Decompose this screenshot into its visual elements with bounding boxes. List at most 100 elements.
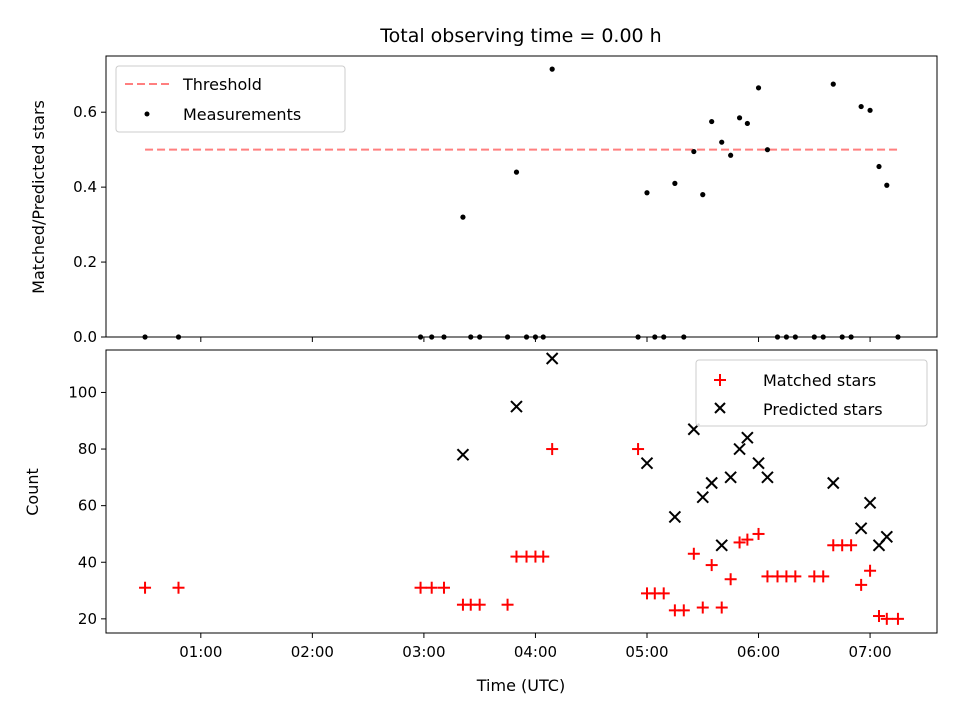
- measurement-point: [895, 334, 901, 340]
- legend-matched-swatch: [714, 374, 726, 386]
- matched-point: [172, 581, 185, 594]
- measurement-point: [884, 182, 890, 188]
- measurement-point: [468, 334, 474, 340]
- predicted-point: [724, 471, 737, 484]
- measurement-point: [652, 334, 658, 340]
- ratio-y-axis-label: Matched/Predicted stars: [29, 100, 48, 294]
- predicted-point: [761, 471, 774, 484]
- count-y-tick-label: 60: [78, 497, 97, 515]
- ratio-legend: Threshold Measurements: [115, 65, 346, 133]
- matched-point: [437, 581, 450, 594]
- measurement-point: [774, 334, 781, 340]
- measurement-point: [744, 120, 750, 127]
- measurement-point: [635, 334, 641, 340]
- matched-point: [677, 604, 690, 617]
- count-y-tick-label: 40: [78, 553, 97, 571]
- matched-point: [891, 612, 904, 625]
- matched-point: [752, 527, 765, 540]
- measurement-point: [681, 334, 687, 340]
- matched-point: [715, 601, 728, 614]
- predicted-point: [510, 400, 523, 413]
- predicted-point: [863, 496, 877, 510]
- measurement-point: [719, 139, 725, 145]
- legend-threshold-label: Threshold: [182, 75, 262, 94]
- matched-point: [425, 581, 438, 594]
- time-x-tick-label: 05:00: [625, 643, 668, 661]
- measurement-point: [513, 169, 520, 175]
- measurement-point: [876, 163, 882, 170]
- measurement-point: [644, 190, 650, 196]
- measurement-point: [417, 334, 424, 340]
- predicted-point: [880, 530, 894, 543]
- matched-point: [537, 550, 550, 563]
- measurement-point: [728, 152, 734, 158]
- time-x-tick-label: 07:00: [848, 643, 891, 661]
- matched-point: [741, 533, 754, 546]
- ratio-y-tick-label: 0.2: [73, 253, 97, 271]
- measurement-point: [839, 334, 845, 340]
- matched-point: [845, 539, 858, 552]
- matched-point: [705, 559, 718, 572]
- predicted-point: [854, 522, 868, 535]
- measurement-point: [142, 334, 148, 340]
- ratio-panel: 0.0 0.2 0.4 0.6 Matched/Predicted stars Thr…: [29, 55, 938, 346]
- count-legend-box: [695, 359, 928, 427]
- legend-predicted-swatch: [714, 402, 726, 414]
- predicted-point: [733, 442, 746, 456]
- time-x-tick-label: 02:00: [291, 643, 334, 661]
- matched-point: [473, 598, 486, 611]
- count-panel: 20 40 60 80 100 01:00 02:00 03:00 04:00 05:00 06:0…: [23, 349, 938, 695]
- matched-point: [733, 536, 746, 549]
- measurement-point: [429, 334, 435, 340]
- measurement-point: [820, 334, 826, 340]
- count-y-axis-label: Count: [23, 468, 42, 516]
- predicted-point: [668, 510, 682, 524]
- measurement-point: [441, 334, 447, 340]
- predicted-point: [545, 352, 559, 365]
- predicted-point: [705, 476, 718, 490]
- matched-point: [872, 610, 885, 623]
- measurement-point: [783, 334, 790, 340]
- count-y-tick-label: 100: [68, 383, 97, 401]
- matched-point: [510, 550, 523, 563]
- ratio-legend-box: [115, 65, 346, 133]
- measurement-point: [858, 103, 864, 110]
- matched-point: [724, 573, 737, 586]
- matched-point: [414, 581, 427, 594]
- matched-point: [501, 598, 514, 611]
- measurement-point: [867, 107, 873, 113]
- matched-point: [855, 578, 868, 591]
- measurement-point: [700, 192, 706, 198]
- time-x-tick-label: 01:00: [179, 643, 222, 661]
- count-y-tick-label: 20: [78, 610, 97, 628]
- measurement-point: [691, 148, 697, 155]
- time-x-tick-label: 04:00: [514, 643, 557, 661]
- predicted-point: [741, 431, 754, 444]
- measurement-point: [477, 334, 483, 340]
- matched-point: [880, 612, 893, 625]
- measurement-point: [792, 334, 798, 340]
- time-x-tick-label: 06:00: [737, 643, 780, 661]
- measurement-point: [848, 334, 854, 340]
- matched-point: [696, 601, 709, 614]
- legend-matched-label: Matched stars: [763, 371, 876, 390]
- time-x-tick-label: 03:00: [402, 643, 445, 661]
- ratio-y-tick-label: 0.0: [73, 328, 97, 346]
- count-y-tick-label: 80: [78, 440, 97, 458]
- time-x-axis-label: Time (UTC): [476, 676, 565, 695]
- matched-point: [864, 564, 877, 577]
- predicted-point: [456, 448, 470, 461]
- predicted-point: [827, 476, 840, 490]
- matched-point: [817, 570, 830, 583]
- measurement-point: [523, 334, 530, 340]
- measurement-point: [175, 334, 182, 340]
- matched-point: [546, 443, 559, 456]
- matched-point: [687, 547, 700, 560]
- measurement-point: [830, 81, 836, 87]
- matched-point: [632, 443, 645, 456]
- ratio-y-tick-label: 0.4: [73, 178, 97, 196]
- measurement-point: [755, 85, 762, 91]
- matched-point: [657, 587, 670, 600]
- predicted-point: [752, 456, 765, 470]
